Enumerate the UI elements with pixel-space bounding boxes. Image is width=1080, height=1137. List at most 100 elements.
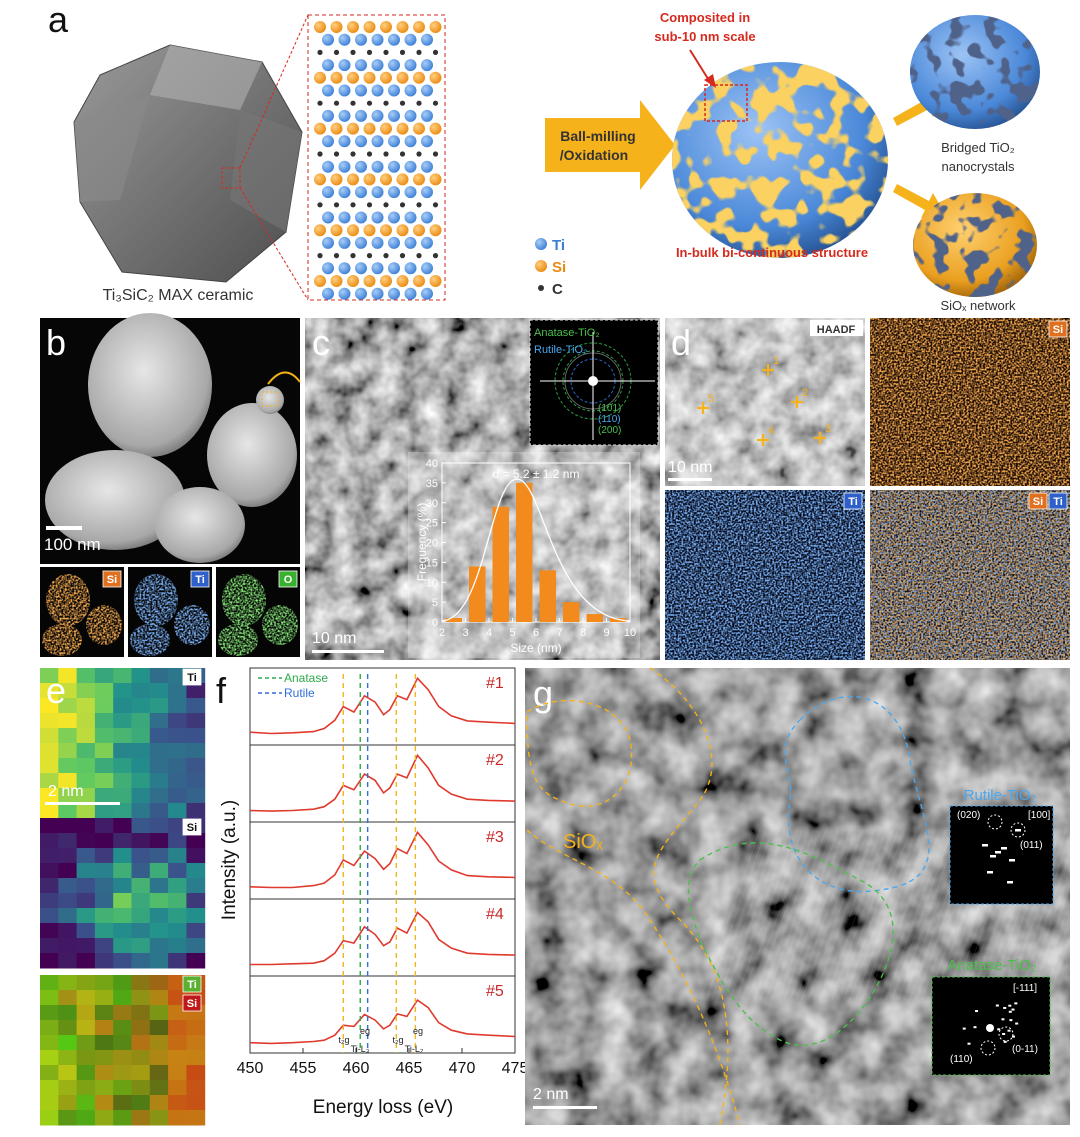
- atom: [347, 173, 359, 186]
- atom: [421, 211, 433, 224]
- map-pixel: [58, 773, 78, 789]
- inset-title: Anatase-TiO₂: [947, 957, 1037, 974]
- atom: [371, 84, 384, 97]
- series-label: #5: [486, 983, 504, 1000]
- panel-label: e: [46, 670, 66, 711]
- atom: [421, 186, 433, 199]
- atom: [421, 135, 433, 148]
- atom-c: [317, 253, 323, 259]
- scale-bar: [533, 1106, 597, 1109]
- atom: [363, 21, 376, 33]
- atom: [388, 236, 400, 249]
- map-pixel: [58, 1005, 78, 1021]
- map-pixel: [113, 953, 132, 969]
- atom: [388, 33, 400, 46]
- map-pixel: [76, 1005, 96, 1021]
- map-pixel: [113, 975, 132, 991]
- map-pixel: [94, 698, 114, 714]
- atom: [404, 236, 417, 249]
- map-pixel: [131, 1035, 151, 1051]
- atom: [355, 160, 367, 173]
- atom: [322, 109, 334, 122]
- map-pixel: [131, 668, 151, 684]
- panel-label: f: [216, 670, 227, 711]
- map-pixel: [149, 788, 169, 804]
- panel-label: a: [48, 0, 69, 40]
- atom-c: [350, 253, 356, 259]
- map-pixel: [186, 1110, 206, 1126]
- map-pixel: [149, 728, 169, 744]
- atom-c: [399, 49, 406, 56]
- map-pixel: [113, 1035, 132, 1051]
- map-pixel: [94, 863, 114, 879]
- x-tick-label: 8: [580, 627, 586, 639]
- atom: [404, 33, 417, 46]
- atom-c: [399, 253, 406, 259]
- spectrum: [249, 753, 516, 812]
- map-pixel: [131, 1020, 151, 1036]
- atom: [413, 224, 425, 237]
- map-pixel: [168, 668, 187, 684]
- map-pixel: [94, 953, 114, 969]
- map-pixel: [40, 1065, 59, 1081]
- map-pixel: [186, 758, 206, 774]
- tio2-holes: [910, 15, 1040, 129]
- series-label: #1: [486, 675, 504, 692]
- map-pixel: [40, 683, 59, 699]
- map-pixel: [168, 953, 187, 969]
- atom-c: [317, 202, 323, 208]
- particle: [88, 313, 212, 457]
- atom: [322, 59, 334, 72]
- map-pixel: [149, 683, 169, 699]
- map-tag: Si: [1053, 324, 1063, 336]
- bar: [586, 614, 603, 622]
- map-pixel: [40, 1080, 59, 1096]
- atom: [330, 275, 343, 287]
- map-pixel: [186, 833, 206, 849]
- legend-marker: [538, 285, 544, 291]
- eds-particle: [222, 574, 266, 626]
- peak-label: eg: [413, 1026, 423, 1036]
- zoom-line: [239, 14, 309, 169]
- map-pixel: [168, 1035, 187, 1051]
- point-label: 3: [825, 423, 831, 435]
- atom: [413, 122, 425, 135]
- atom: [322, 84, 334, 97]
- map-pixel: [40, 803, 59, 819]
- map-tag: Ti: [187, 979, 197, 991]
- y-tick-label: 20: [426, 538, 438, 550]
- atom-c: [399, 202, 406, 208]
- atom: [429, 21, 442, 33]
- map-pixel: [168, 1005, 187, 1021]
- eds-particle: [218, 624, 258, 656]
- atom: [388, 160, 400, 173]
- map-pixel: [76, 893, 96, 909]
- atom: [322, 135, 334, 148]
- map-pixel: [58, 728, 78, 744]
- map-pixel: [40, 893, 59, 909]
- map-pixel: [40, 938, 59, 954]
- legend-label: Si: [552, 259, 566, 276]
- atom-c: [366, 49, 373, 56]
- map-pixel: [113, 683, 132, 699]
- atom: [363, 173, 376, 186]
- fft-spot: [1014, 1002, 1018, 1005]
- atom-c: [416, 49, 422, 56]
- map-pixel: [58, 1095, 78, 1111]
- atom: [404, 135, 417, 148]
- lattice-fringe: [1047, 907, 1080, 1001]
- map-pixel: [94, 803, 114, 819]
- map-pixel: [149, 975, 169, 991]
- map-pixel: [113, 990, 132, 1006]
- peak-label: Ti-L₂: [405, 1044, 424, 1054]
- panel-label: g: [533, 673, 553, 714]
- legend-marker: [535, 260, 547, 272]
- fft-spot: [1008, 1010, 1012, 1013]
- atom: [429, 173, 442, 186]
- map-pixel: [58, 990, 78, 1006]
- atom: [330, 71, 343, 84]
- atom: [421, 262, 433, 275]
- map-tag-box: [1048, 320, 1068, 338]
- x-tick-label: 9: [603, 627, 609, 639]
- map-pixel: [168, 683, 187, 699]
